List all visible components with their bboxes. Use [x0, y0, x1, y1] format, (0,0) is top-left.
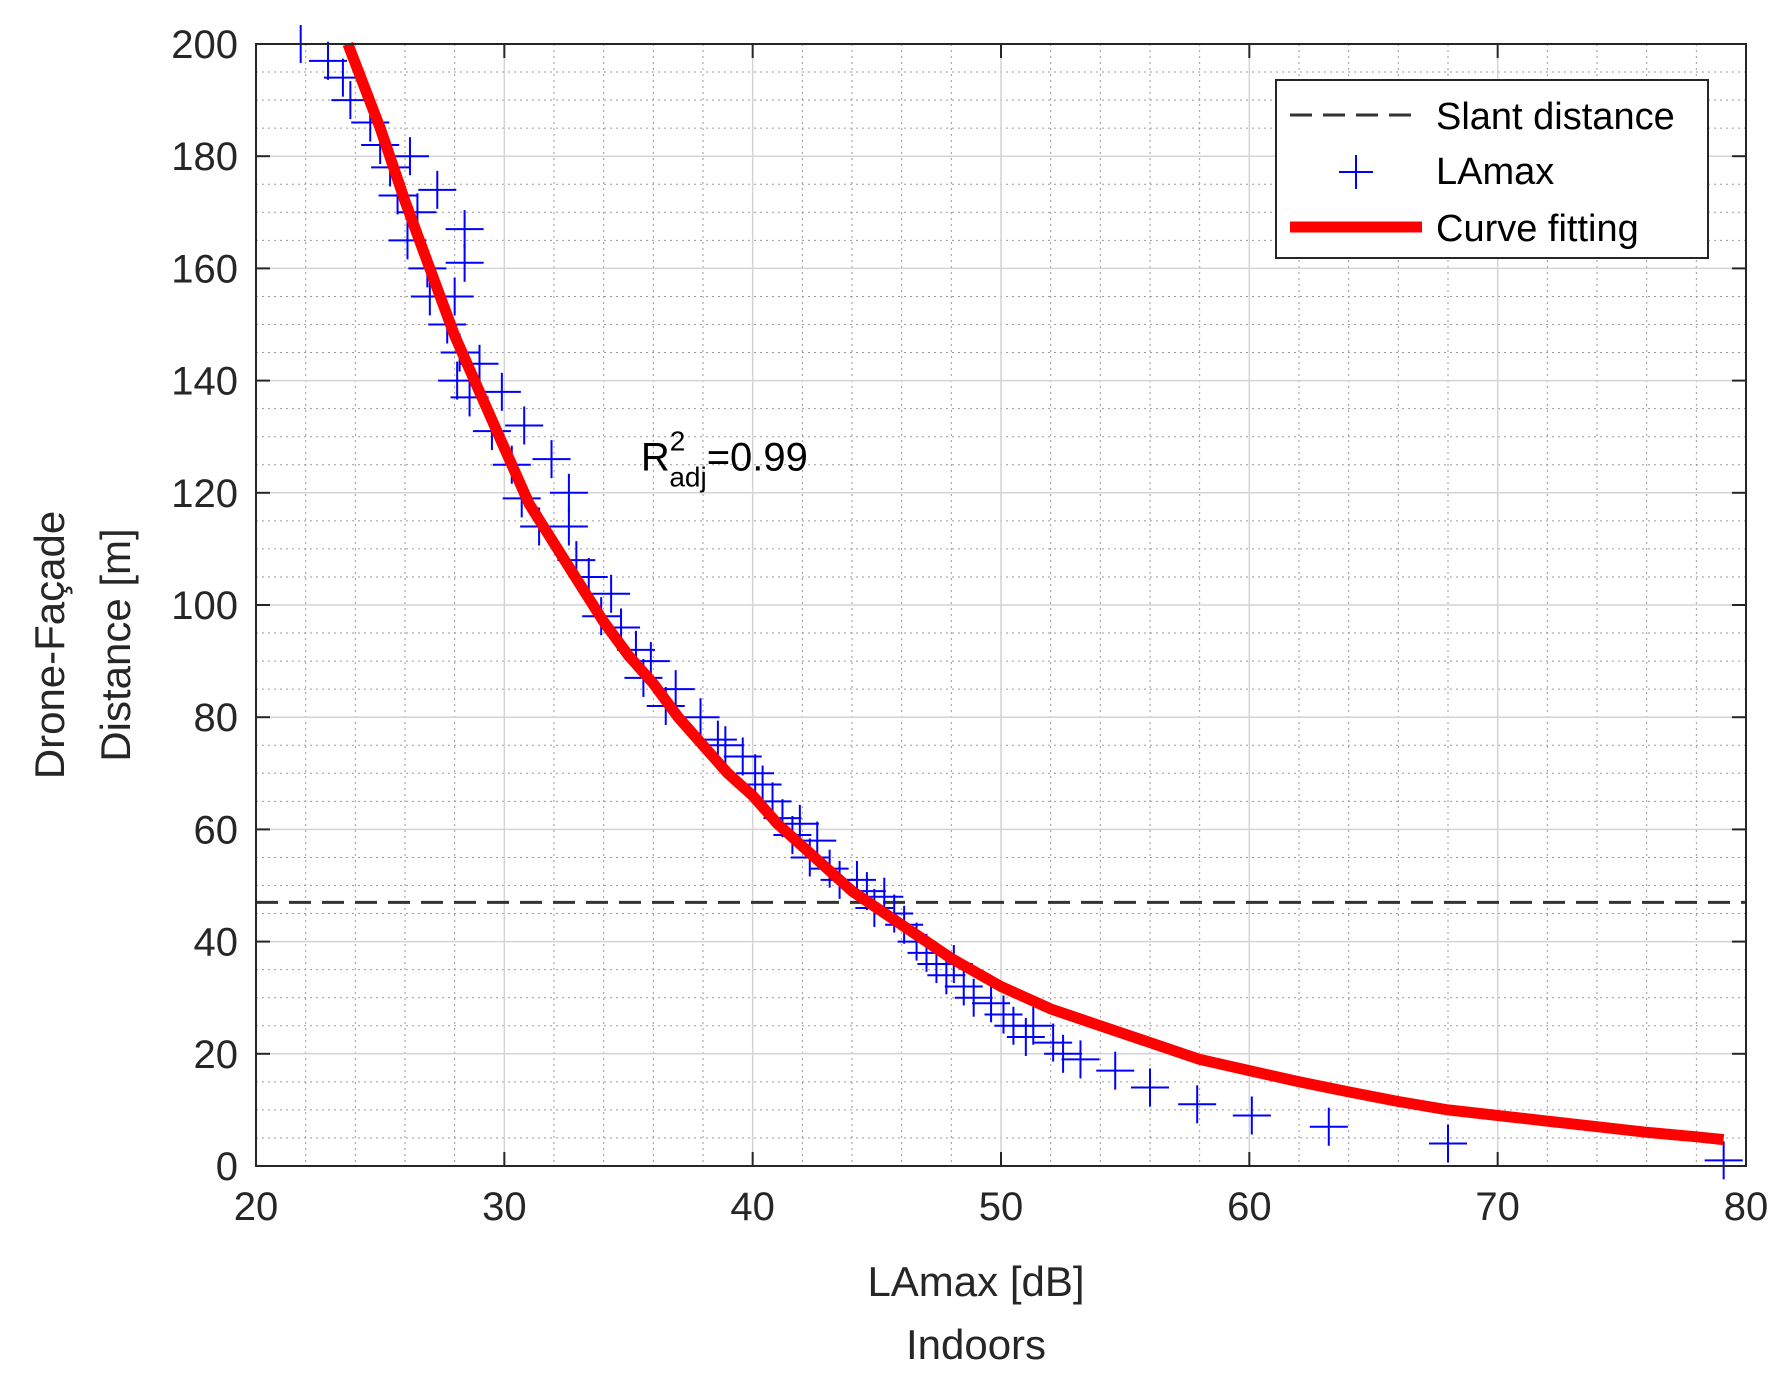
legend-swatch-lamax [1339, 155, 1373, 189]
y-tick-label-20: 20 [194, 1033, 239, 1077]
y-tick-label-160: 160 [171, 247, 238, 291]
lamax-point-49 [780, 804, 819, 843]
y-tick-label-60: 60 [194, 808, 239, 852]
annotation-suffix: =0.99 [707, 435, 808, 479]
x-tick-label-50: 50 [979, 1185, 1024, 1229]
y-axis-label-line1: Drone-Façade [26, 511, 73, 779]
lamax-point-41 [681, 698, 720, 737]
lamax-point-1 [309, 41, 348, 80]
y-tick-label-140: 140 [171, 360, 238, 404]
lamax-point-28 [549, 473, 588, 512]
annotation-sub: adj [669, 461, 706, 492]
lamax-point-33 [592, 574, 631, 613]
lamax-point-43 [706, 726, 745, 765]
legend-label-lamax: LAmax [1436, 151, 1554, 193]
plot-content [256, 25, 1746, 1180]
legend-label-slant-distance: Slant distance [1436, 96, 1675, 138]
lamax-point-14 [445, 243, 484, 282]
lamax-point-22 [482, 372, 521, 411]
lamax-point-76 [1096, 1051, 1135, 1090]
lamax-point-13 [445, 210, 484, 249]
y-tick-label-120: 120 [171, 472, 238, 516]
lamax-point-7 [390, 137, 429, 176]
lamax-point-69 [984, 995, 1023, 1034]
lamax-point-46 [743, 765, 782, 804]
y-tick-label-40: 40 [194, 921, 239, 965]
lamax-point-81 [1429, 1124, 1467, 1163]
r-squared-annotation: R2 adj=0.99 [641, 425, 808, 492]
y-axis-label-line2: Distance [m] [92, 528, 139, 761]
x-tick-label-80: 80 [1724, 1185, 1769, 1229]
x-tick-label-30: 30 [482, 1185, 527, 1229]
x-tick-label-60: 60 [1227, 1185, 1272, 1229]
lamax-point-80 [1309, 1107, 1348, 1146]
lamax-point-78 [1178, 1085, 1217, 1124]
x-axis-label: LAmax [dB] [867, 1258, 1084, 1305]
y-tick-label-0: 0 [216, 1145, 238, 1189]
lamax-point-74 [1044, 1034, 1083, 1073]
lamax-point-65 [927, 956, 966, 995]
annotation-base: R [641, 435, 670, 479]
lamax-point-75 [1061, 1040, 1100, 1079]
lamax-point-66 [944, 967, 983, 1006]
y-tick-label-180: 180 [171, 135, 238, 179]
lamax-point-30 [549, 507, 588, 546]
x-tick-label-70: 70 [1475, 1185, 1520, 1229]
lamax-point-67 [954, 978, 993, 1017]
lamax-point-82 [1704, 1141, 1743, 1180]
lamax-point-3 [331, 81, 370, 120]
lamax-point-45 [736, 754, 775, 793]
lamax-point-77 [1131, 1068, 1169, 1107]
y-tick-label-100: 100 [171, 584, 238, 628]
x-tick-label-20: 20 [234, 1185, 279, 1229]
legend: Slant distance LAmax Curve fitting [1275, 79, 1709, 259]
lamax-point-10 [418, 170, 457, 209]
lamax-point-72 [1006, 1017, 1045, 1056]
lamax-point-26 [532, 440, 571, 479]
tick-labels: 20 30 40 50 60 70 8002040608010012014016018020… [171, 23, 1768, 1229]
x-axis-sublabel: Indoors [906, 1321, 1046, 1368]
lamax-point-79 [1232, 1096, 1271, 1135]
ticks [255, 43, 1747, 1167]
x-tick-label-40: 40 [730, 1185, 775, 1229]
lamax-point-24 [505, 406, 544, 445]
y-tick-label-80: 80 [194, 696, 239, 740]
lamax-point-73 [1034, 1023, 1073, 1062]
legend-label-curve-fitting: Curve fitting [1436, 208, 1639, 250]
annotation-sup: 2 [670, 425, 686, 456]
curve-fitting-line [342, 42, 1725, 1146]
lamax-point-71 [1014, 1006, 1053, 1045]
y-tick-label-200: 200 [171, 23, 238, 67]
